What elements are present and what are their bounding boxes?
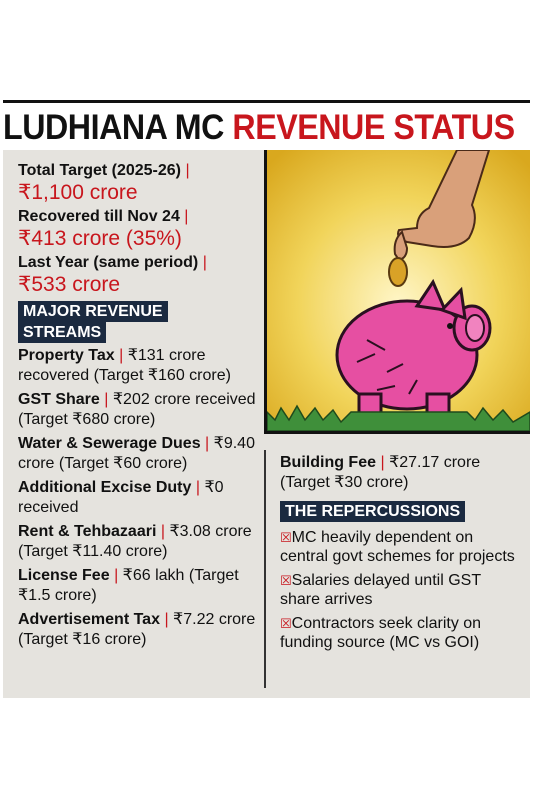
last-year-block: Last Year (same period) | ₹533 crore — [18, 252, 262, 296]
repercussions-heading: THE REPERCUSSIONS — [280, 501, 525, 522]
last-year-label: Last Year (same period) — [18, 254, 199, 271]
piggy-bank-icon — [267, 150, 530, 431]
piggy-bank-illustration — [264, 150, 530, 434]
recovered-label: Recovered till Nov 24 — [18, 208, 180, 225]
right-column: Building Fee | ₹27.17 crore (Target ₹30 … — [280, 453, 525, 657]
repercussion-item: ☒MC heavily dependent on central govt sc… — [280, 529, 515, 565]
checkbox-x-icon: ☒ — [280, 616, 292, 631]
repercussions-heading-label: THE REPERCUSSIONS — [280, 501, 466, 522]
top-rule — [3, 100, 530, 103]
recovered-value: ₹413 crore (35%) — [18, 227, 182, 250]
last-year-value: ₹533 crore — [18, 273, 121, 296]
streams-heading-line2: STREAMS — [18, 322, 107, 343]
repercussion-item: ☒Contractors seek clarity on funding sou… — [280, 615, 482, 651]
streams-heading-line1: MAJOR REVENUE — [18, 301, 168, 322]
total-target-label: Total Target (2025-26) — [18, 162, 182, 179]
streams-heading: MAJOR REVENUE STREAMS — [18, 301, 262, 343]
recovered-block: Recovered till Nov 24 | ₹413 crore (35%) — [18, 206, 262, 250]
stream-item: License Fee | ₹66 lakh (Target ₹1.5 cror… — [18, 567, 239, 604]
repercussion-item: ☒Salaries delayed until GST share arrive… — [280, 572, 481, 608]
stream-item: Property Tax | ₹131 crore recovered (Tar… — [18, 347, 231, 384]
stream-item: Water & Sewerage Dues | ₹9.40 crore (Tar… — [18, 435, 255, 472]
column-divider — [264, 450, 266, 688]
headline: LUDHIANA MC REVENUE STATUS — [3, 106, 515, 150]
stream-item: Additional Excise Duty | ₹0 received — [18, 479, 224, 516]
headline-part2: REVENUE STATUS — [232, 108, 515, 147]
stream-item: Building Fee | ₹27.17 crore (Target ₹30 … — [280, 454, 481, 491]
stream-item: GST Share | ₹202 crore received (Target … — [18, 391, 256, 428]
total-target-block: Total Target (2025-26) | ₹1,100 crore — [18, 160, 262, 204]
stream-item: Rent & Tehbazaari | ₹3.08 crore (Target … — [18, 523, 252, 560]
stream-item: Advertisement Tax | ₹7.22 crore (Target … — [18, 611, 256, 648]
checkbox-x-icon: ☒ — [280, 573, 292, 588]
total-target-value: ₹1,100 crore — [18, 181, 138, 204]
headline-part1: LUDHIANA MC — [3, 108, 233, 147]
left-column: Total Target (2025-26) | ₹1,100 crore Re… — [18, 160, 262, 654]
checkbox-x-icon: ☒ — [280, 530, 292, 545]
